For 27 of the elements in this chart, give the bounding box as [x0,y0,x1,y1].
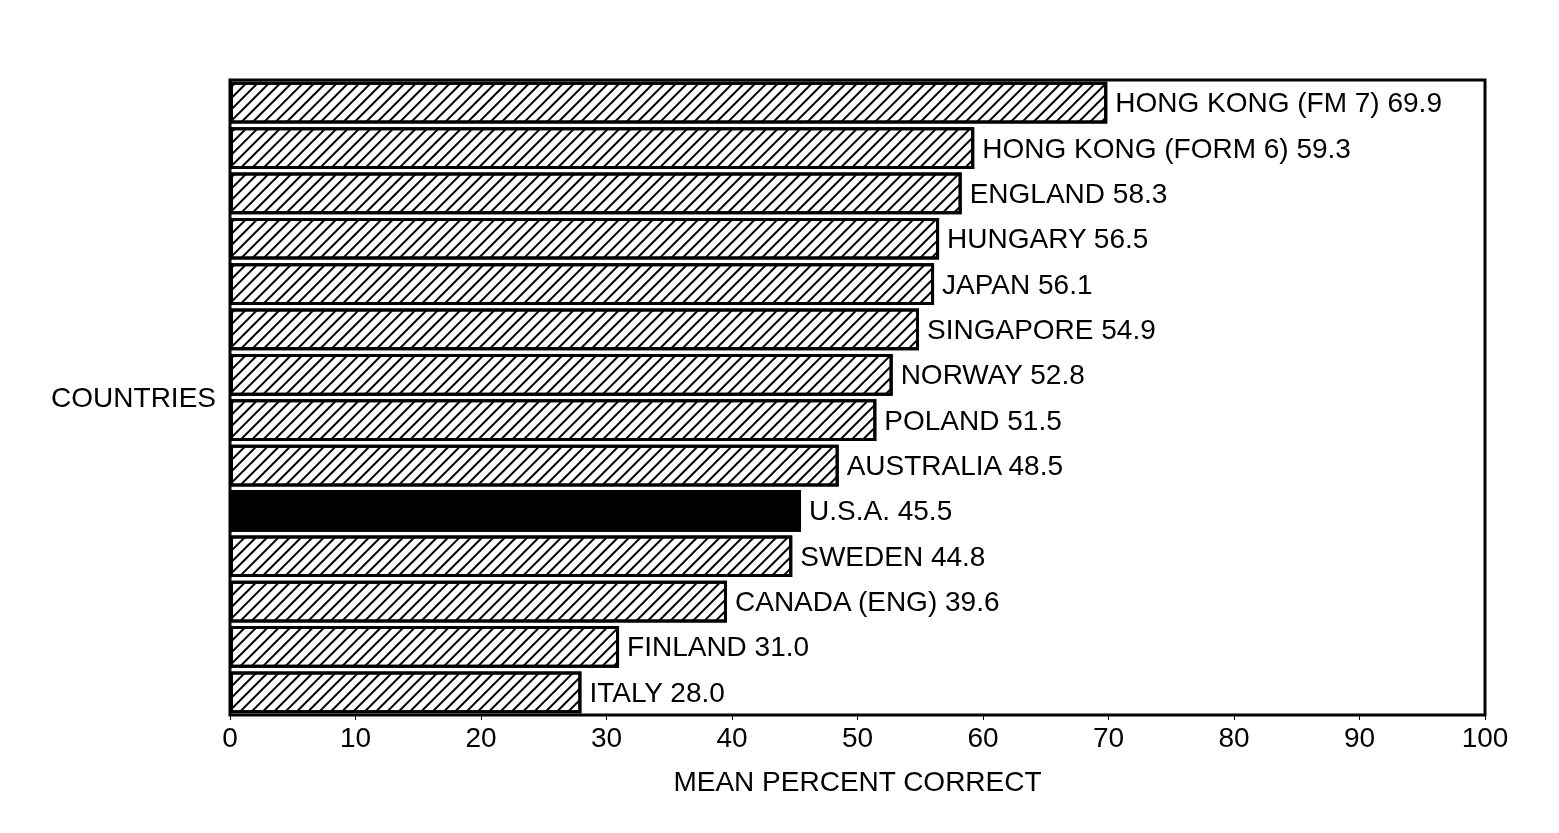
x-axis-title: MEAN PERCENT CORRECT [673,765,1042,797]
category-label: HONG KONG (FM 7) 69.9 [1115,87,1442,119]
category-label: FINLAND 31.0 [627,631,810,663]
category-label: U.S.A. 45.5 [809,495,953,527]
x-tick-label: 70 [1092,721,1125,753]
y-axis-title: COUNTRIES [51,382,216,413]
category-label: HUNGARY 56.5 [947,223,1149,255]
x-tick-label: 60 [967,721,999,753]
x-tick-label: 100 [1461,721,1509,753]
x-tick-label: 30 [590,721,623,753]
category-label: CANADA (ENG) 39.6 [734,586,1000,618]
category-label: SINGAPORE 54.9 [926,313,1156,345]
x-tick-label: 80 [1218,721,1250,753]
x-tick-label: 10 [339,721,372,753]
category-label: JAPAN 56.1 [942,268,1093,300]
x-tick-label: 0 [222,721,238,753]
category-label: NORWAY 52.8 [900,359,1085,391]
x-tick-label: 90 [1343,721,1376,753]
category-label: ITALY 28.0 [589,676,725,708]
x-tick-label: 50 [841,721,874,753]
x-tick-label: 40 [716,721,748,753]
category-label: SWEDEN 44.8 [800,540,986,572]
category-label: ENGLAND 58.3 [969,177,1168,209]
category-label: AUSTRALIA 48.5 [846,450,1064,482]
category-label: HONG KONG (FORM 6) 59.3 [982,132,1351,164]
category-label: POLAND 51.5 [884,404,1062,436]
x-tick-label: 20 [465,721,497,753]
